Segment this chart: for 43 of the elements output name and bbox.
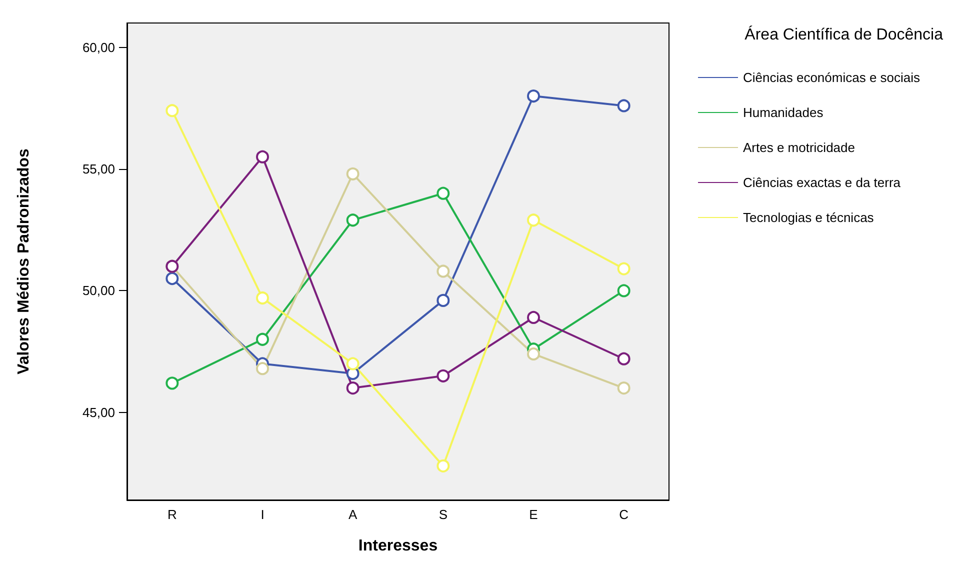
point xyxy=(527,310,540,324)
point xyxy=(617,262,630,276)
point xyxy=(527,347,540,360)
point xyxy=(346,382,360,395)
x-tick-label: R xyxy=(167,507,177,522)
y-tick-label: 50,00 xyxy=(82,283,115,298)
point xyxy=(617,284,630,298)
point xyxy=(617,99,630,112)
point xyxy=(256,362,269,376)
point xyxy=(256,292,269,304)
point xyxy=(346,357,360,370)
point xyxy=(166,376,179,390)
y-tick-label: 60,00 xyxy=(82,40,115,55)
point xyxy=(436,294,450,307)
y-tick-label: 55,00 xyxy=(82,162,115,177)
y-axis-title: Valores Médios Padronizados xyxy=(16,148,32,374)
legend-label: Ciências exactas e da terra xyxy=(743,175,902,190)
point xyxy=(436,264,450,278)
legend-label: Artes e motricidade xyxy=(743,140,855,155)
x-axis-title: Interesses xyxy=(358,538,438,554)
point xyxy=(527,214,540,227)
point xyxy=(617,352,630,366)
x-tick-label: E xyxy=(529,507,538,522)
point xyxy=(527,90,540,103)
point xyxy=(256,332,269,346)
x-tick-label: A xyxy=(348,507,358,522)
point xyxy=(256,150,269,164)
point xyxy=(166,104,179,118)
legend-label: Tecnologias e técnicas xyxy=(743,210,874,225)
point xyxy=(436,186,450,200)
x-tick-label: C xyxy=(619,507,629,522)
point xyxy=(166,272,179,286)
legend-label: Humanidades xyxy=(743,105,824,120)
y-tick-label: 45,00 xyxy=(82,404,115,420)
point xyxy=(436,369,450,382)
legend-title: Área Científica de Docência xyxy=(744,26,944,44)
point xyxy=(346,167,360,180)
x-tick-label: I xyxy=(260,507,264,522)
x-tick-label: S xyxy=(438,507,448,522)
point xyxy=(617,382,630,395)
point xyxy=(436,459,450,472)
legend-label: Ciências económicas e sociais xyxy=(743,70,921,85)
point xyxy=(346,214,360,227)
